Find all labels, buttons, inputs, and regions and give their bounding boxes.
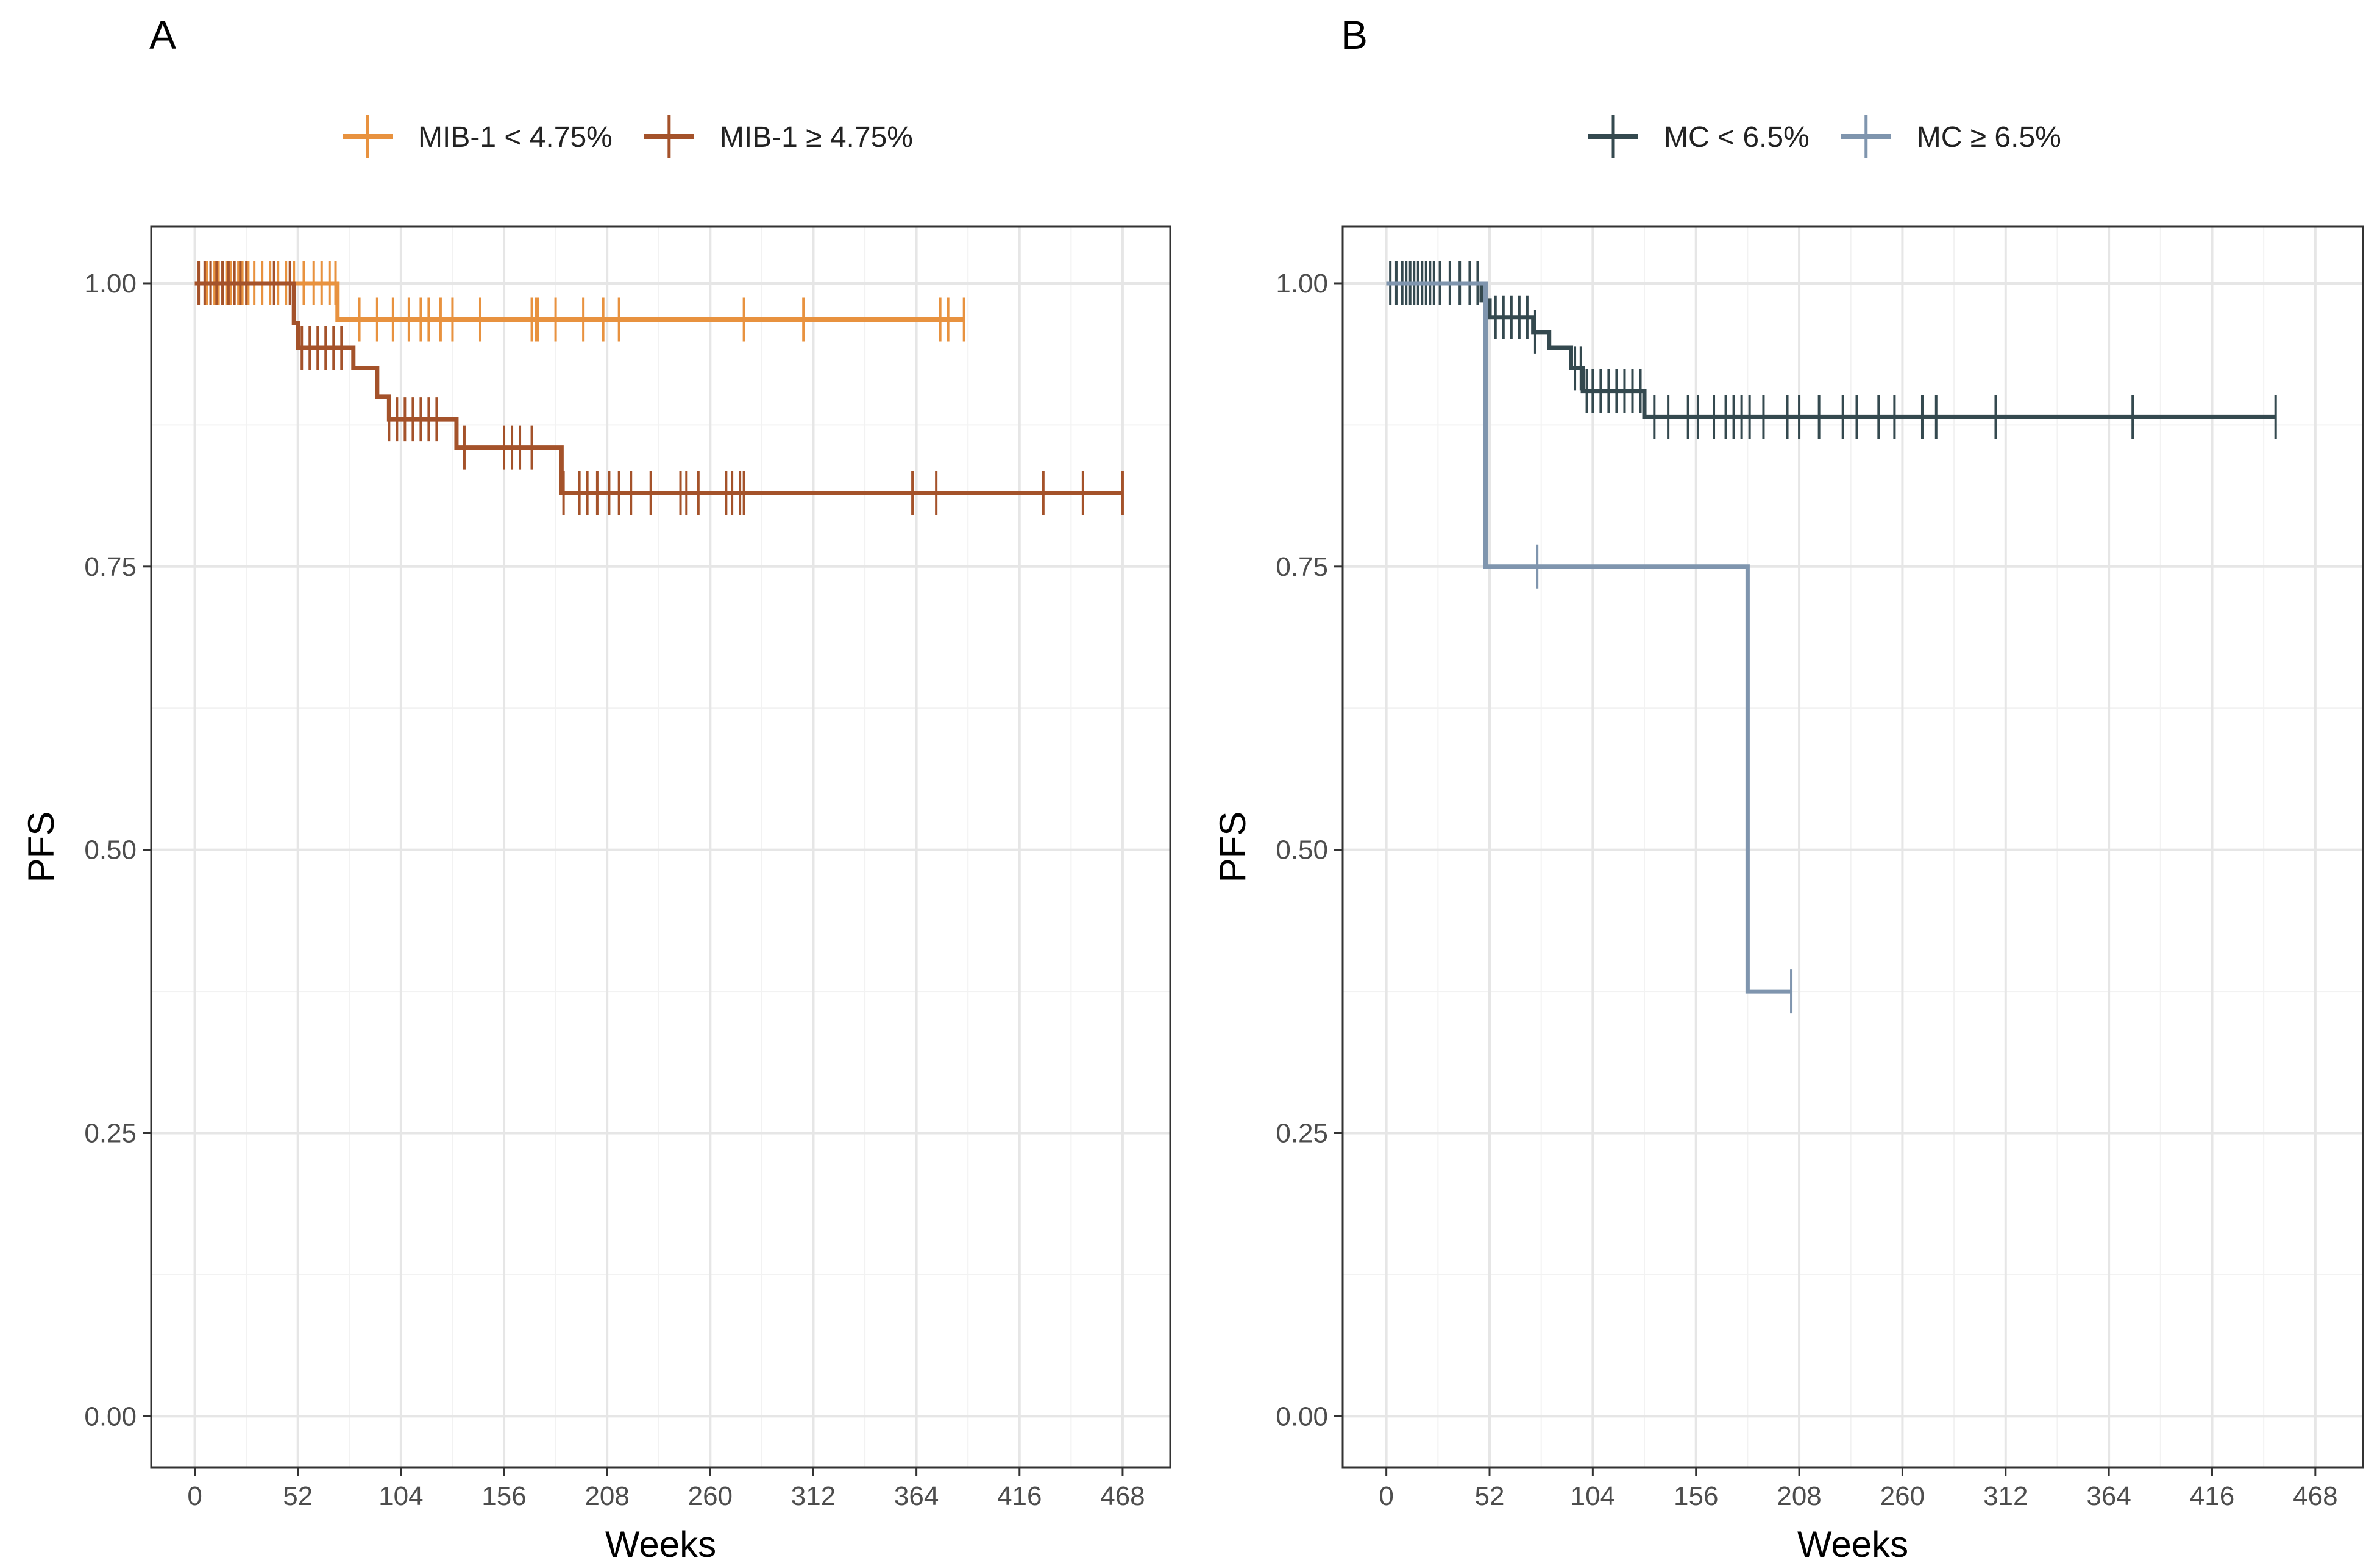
x-tick-label: 208	[584, 1481, 629, 1511]
y-axis: 0.00 0.25 0.50 0.75 1.00	[84, 269, 151, 1431]
y-tick-label: 1.00	[84, 269, 137, 299]
plot-background	[1343, 227, 2363, 1467]
y-tick-label: 0.75	[84, 552, 137, 582]
y-tick-label: 0.00	[84, 1401, 137, 1431]
x-tick-label: 52	[283, 1481, 313, 1511]
x-tick-label: 52	[1475, 1481, 1505, 1511]
gridlines	[1343, 227, 2363, 1467]
x-tick-label: 156	[481, 1481, 526, 1511]
y-tick-label: 1.00	[1276, 269, 1328, 299]
y-tick-label: 0.75	[1276, 552, 1328, 582]
series-layer	[194, 261, 1124, 515]
x-tick-label: 104	[1571, 1481, 1615, 1511]
y-tick-label: 0.00	[1276, 1401, 1328, 1431]
x-tick-label: 156	[1674, 1481, 1718, 1511]
x-tick-label: 208	[1777, 1481, 1821, 1511]
y-tick-label: 0.50	[1276, 835, 1328, 865]
x-axis: 0 52 104 156 208 260 312 364 416 468	[187, 1467, 1145, 1511]
plot-frame	[1341, 225, 2364, 1469]
panel-label: A	[149, 12, 176, 57]
x-tick-label: 260	[688, 1481, 733, 1511]
y-axis-title: PFS	[1212, 812, 1253, 883]
x-axis: 0 52 104 156 208 260 312 364 416 468	[1379, 1467, 2338, 1511]
x-tick-label: 416	[2190, 1481, 2234, 1511]
plot-background	[151, 227, 1170, 1467]
y-tick-label: 0.50	[84, 835, 137, 865]
x-tick-label: 104	[378, 1481, 423, 1511]
x-tick-label: 0	[1379, 1481, 1393, 1511]
gridlines	[151, 227, 1170, 1467]
x-tick-label: 312	[1983, 1481, 2028, 1511]
plot-frame	[150, 225, 1171, 1469]
legend-item: MIB-1 ≥ 4.75%	[644, 115, 913, 158]
y-tick-label: 0.25	[1276, 1118, 1328, 1148]
x-tick-label: 364	[2086, 1481, 2131, 1511]
legend-item: MIB-1 < 4.75%	[343, 115, 613, 158]
panel-b: B MC < 6.5% MC ≥ 6.5% 0 52 104 156 208 260 312 3…	[1212, 12, 2364, 1565]
legend: MC < 6.5% MC ≥ 6.5%	[1588, 115, 2061, 158]
survival-curve	[194, 281, 1123, 495]
y-axis-title: PFS	[21, 812, 62, 883]
legend: MIB-1 < 4.75% MIB-1 ≥ 4.75%	[343, 115, 913, 158]
legend-label: MC < 6.5%	[1664, 121, 1810, 154]
x-axis-title: Weeks	[1797, 1524, 1908, 1565]
x-tick-label: 416	[997, 1481, 1042, 1511]
legend-label: MIB-1 < 4.75%	[418, 121, 613, 154]
x-axis-title: Weeks	[605, 1524, 716, 1565]
legend-label: MIB-1 ≥ 4.75%	[720, 121, 913, 154]
x-tick-label: 364	[894, 1481, 939, 1511]
legend-item: MC < 6.5%	[1588, 115, 1810, 158]
panel-a: A MIB-1 < 4.75% MIB-1 ≥ 4.75% 0 52 104 156 20…	[21, 12, 1171, 1565]
x-tick-label: 312	[791, 1481, 836, 1511]
x-tick-label: 260	[1880, 1481, 1925, 1511]
x-tick-label: 0	[187, 1481, 202, 1511]
y-tick-label: 0.25	[84, 1118, 137, 1148]
x-tick-label: 468	[1100, 1481, 1145, 1511]
series-1	[194, 261, 1124, 515]
series-layer	[1386, 261, 2277, 1014]
y-axis: 0.00 0.25 0.50 0.75 1.00	[1276, 269, 1343, 1431]
series-1	[1386, 281, 1793, 1014]
legend-label: MC ≥ 6.5%	[1917, 121, 2061, 154]
panel-label: B	[1341, 12, 1368, 57]
survival-curve	[1386, 281, 1792, 994]
x-tick-label: 468	[2293, 1481, 2337, 1511]
legend-item: MC ≥ 6.5%	[1841, 115, 2061, 158]
